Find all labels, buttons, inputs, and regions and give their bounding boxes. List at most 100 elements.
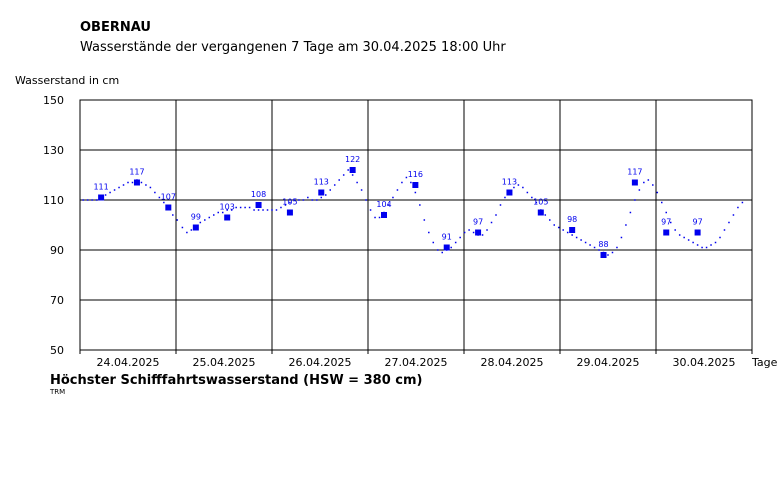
- data-point: [598, 249, 600, 251]
- y-tick-label: 70: [50, 294, 64, 307]
- data-point: [190, 229, 193, 231]
- marker-point: [165, 204, 172, 211]
- marker-point: [600, 252, 607, 258]
- marker-label: 103: [220, 203, 235, 212]
- data-point: [311, 199, 314, 201]
- data-point: [459, 236, 461, 239]
- data-point: [566, 231, 569, 234]
- hsw-note: Höchster Schifffahrtswasserstand (HSW = …: [50, 373, 423, 388]
- data-point: [737, 206, 739, 209]
- data-point: [589, 244, 591, 246]
- data-point: [719, 236, 721, 239]
- data-point: [490, 221, 493, 224]
- data-point: [109, 191, 111, 194]
- x-tick-label: 26.04.2025: [289, 356, 352, 369]
- data-point: [230, 209, 233, 211]
- data-point: [580, 239, 582, 241]
- marker-label: 99: [191, 213, 201, 222]
- data-point: [419, 204, 421, 206]
- data-point: [665, 211, 667, 214]
- data-point: [741, 201, 744, 204]
- data-point: [176, 219, 179, 221]
- data-point: [172, 214, 174, 216]
- data-point: [723, 229, 726, 231]
- data-point: [104, 194, 107, 196]
- data-point: [271, 209, 273, 211]
- data-point: [696, 244, 699, 246]
- data-point: [625, 224, 627, 226]
- marker-point: [255, 202, 262, 208]
- data-point: [683, 236, 685, 239]
- y-tick-labels: 50 70 90 110 130 150: [43, 94, 64, 357]
- marker-label: 111: [93, 183, 108, 192]
- plot-frame: [79, 99, 753, 351]
- data-point: [669, 221, 672, 224]
- marker-point: [224, 214, 231, 221]
- data-point: [95, 199, 98, 201]
- data-point: [454, 241, 457, 244]
- data-point: [732, 214, 735, 216]
- data-point: [499, 204, 502, 206]
- data-point: [687, 239, 690, 241]
- station-name: OBERNAU: [80, 20, 151, 35]
- marker-point: [506, 189, 513, 196]
- data-point: [365, 199, 367, 201]
- data-point: [638, 189, 641, 191]
- data-point: [378, 216, 381, 219]
- data-point: [338, 179, 340, 181]
- data-point: [616, 246, 618, 249]
- data-point: [410, 181, 412, 184]
- data-point: [674, 229, 676, 231]
- marker-label: 122: [345, 155, 360, 164]
- data-point: [351, 174, 354, 176]
- marker-label: 88: [598, 240, 608, 249]
- data-point: [239, 206, 242, 209]
- data-point: [656, 191, 659, 194]
- x-tick-label: 27.04.2025: [385, 356, 448, 369]
- data-point: [522, 186, 524, 189]
- data-point: [347, 169, 349, 171]
- data-point: [661, 201, 663, 204]
- data-point: [504, 196, 506, 199]
- chart-grid: [79, 99, 753, 354]
- data-point: [360, 189, 363, 191]
- marker-point: [663, 229, 670, 236]
- data-point: [307, 196, 309, 199]
- data-point: [213, 214, 215, 216]
- data-point: [145, 184, 147, 186]
- data-point: [325, 194, 327, 196]
- data-point: [728, 221, 730, 224]
- data-point: [208, 216, 211, 219]
- data-point: [513, 186, 515, 189]
- data-point: [149, 186, 152, 189]
- data-point: [392, 196, 394, 199]
- data-point: [298, 199, 300, 201]
- data-point: [396, 189, 399, 191]
- data-point: [235, 206, 237, 209]
- data-point: [553, 224, 555, 226]
- y-tick-label: 110: [43, 194, 64, 207]
- data-point: [710, 244, 712, 246]
- data-point: [275, 209, 278, 211]
- marker-label: 98: [567, 215, 577, 224]
- data-point: [140, 181, 143, 184]
- data-point: [526, 191, 529, 194]
- data-point: [432, 241, 435, 244]
- data-point: [643, 181, 645, 184]
- data-point: [356, 181, 358, 184]
- data-point: [284, 204, 287, 206]
- data-point: [557, 226, 560, 229]
- data-point: [401, 181, 403, 184]
- data-point: [204, 219, 206, 221]
- marker-label: 113: [502, 178, 517, 187]
- data-point: [266, 209, 269, 211]
- data-point: [253, 209, 255, 211]
- data-point: [705, 246, 708, 249]
- marker-label: 108: [251, 190, 266, 199]
- data-point: [678, 234, 681, 236]
- data-point: [226, 209, 228, 211]
- data-point: [607, 254, 609, 256]
- x-tick-label: 29.04.2025: [577, 356, 640, 369]
- y-tick-label: 150: [43, 94, 64, 107]
- data-point: [221, 211, 224, 214]
